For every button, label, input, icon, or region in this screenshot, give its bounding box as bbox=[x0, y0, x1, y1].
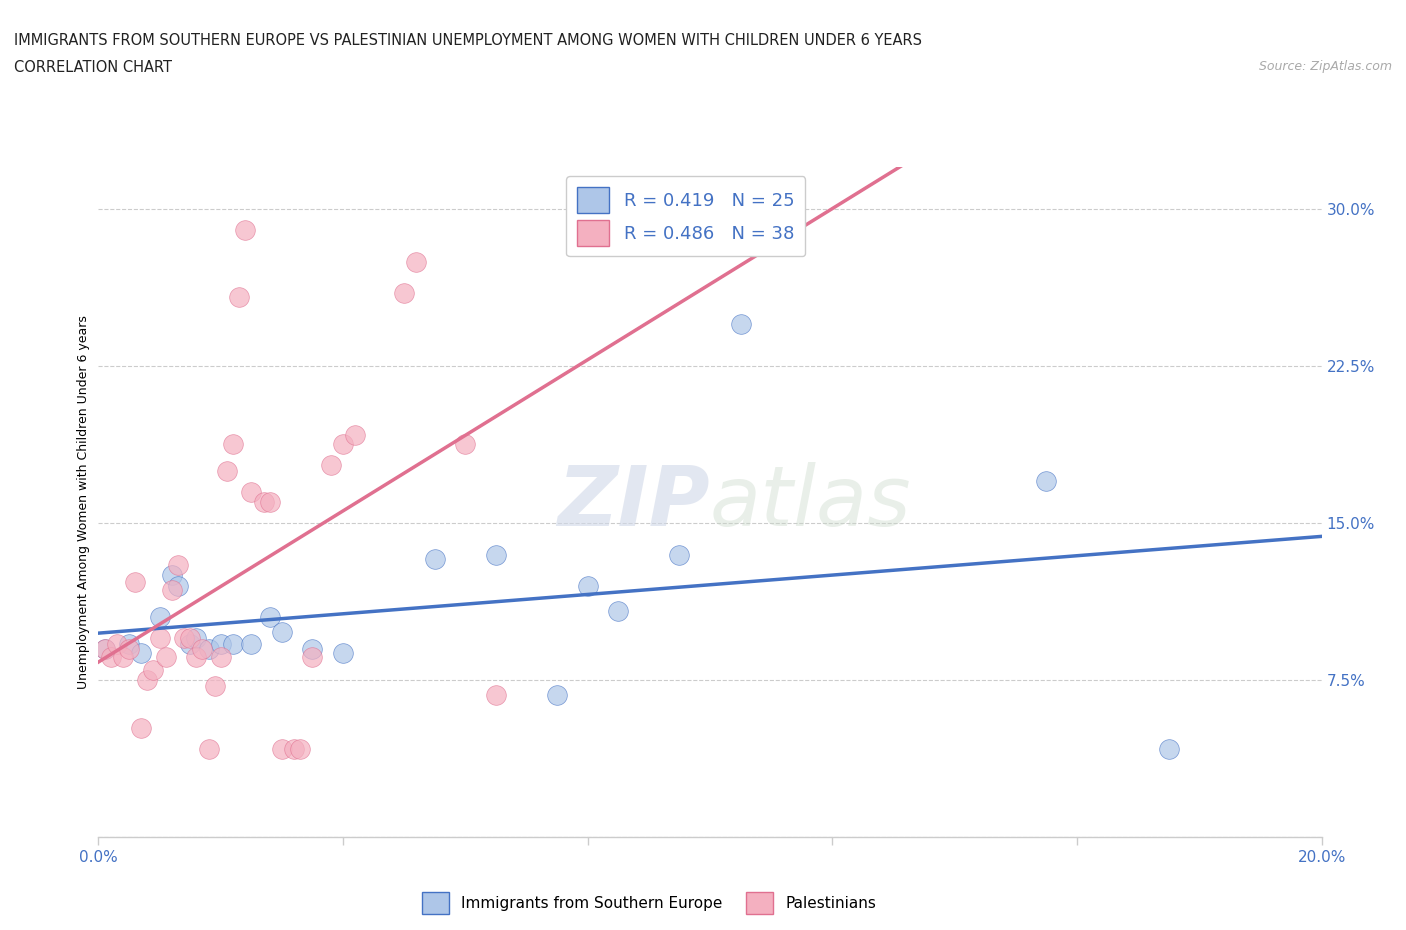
Point bbox=[405, 254, 427, 269]
Point bbox=[332, 645, 354, 660]
Text: Source: ZipAtlas.com: Source: ZipAtlas.com bbox=[1258, 60, 1392, 73]
Legend: Immigrants from Southern Europe, Palestinians: Immigrants from Southern Europe, Palesti… bbox=[412, 884, 886, 923]
Y-axis label: Unemployment Among Women with Children Under 6 years: Unemployment Among Women with Children U… bbox=[77, 315, 90, 689]
Point bbox=[129, 645, 152, 660]
Text: IMMIGRANTS FROM SOUTHERN EUROPE VS PALESTINIAN UNEMPLOYMENT AMONG WOMEN WITH CHI: IMMIGRANTS FROM SOUTHERN EUROPE VS PALES… bbox=[14, 33, 922, 47]
Point bbox=[546, 687, 568, 702]
Point bbox=[136, 672, 159, 687]
Point bbox=[301, 642, 323, 657]
Point bbox=[142, 662, 165, 677]
Point bbox=[111, 650, 134, 665]
Point bbox=[283, 742, 305, 757]
Point bbox=[344, 428, 367, 443]
Point bbox=[191, 642, 214, 657]
Point bbox=[730, 317, 752, 332]
Point bbox=[105, 637, 128, 652]
Point bbox=[423, 551, 446, 566]
Point bbox=[228, 290, 250, 305]
Point bbox=[93, 642, 115, 657]
Text: CORRELATION CHART: CORRELATION CHART bbox=[14, 60, 172, 75]
Point bbox=[118, 642, 141, 657]
Point bbox=[155, 650, 177, 665]
Point bbox=[167, 558, 190, 573]
Point bbox=[222, 436, 245, 451]
Point bbox=[233, 223, 256, 238]
Point bbox=[252, 495, 274, 510]
Point bbox=[454, 436, 477, 451]
Point bbox=[392, 286, 416, 300]
Point bbox=[167, 578, 190, 593]
Point bbox=[240, 637, 263, 652]
Point bbox=[186, 650, 208, 665]
Point bbox=[240, 485, 263, 499]
Point bbox=[149, 631, 172, 645]
Point bbox=[149, 610, 172, 625]
Text: ZIP: ZIP bbox=[557, 461, 710, 543]
Point bbox=[222, 637, 245, 652]
Point bbox=[215, 463, 238, 478]
Point bbox=[1035, 474, 1057, 489]
Point bbox=[668, 547, 690, 562]
Point bbox=[179, 637, 201, 652]
Point bbox=[209, 637, 232, 652]
Point bbox=[290, 742, 312, 757]
Point bbox=[607, 604, 630, 618]
Point bbox=[173, 631, 195, 645]
Point bbox=[160, 568, 183, 583]
Point bbox=[124, 575, 146, 590]
Point bbox=[485, 687, 508, 702]
Point bbox=[259, 610, 281, 625]
Point bbox=[100, 650, 122, 665]
Point bbox=[93, 642, 115, 657]
Point bbox=[179, 631, 201, 645]
Point bbox=[197, 642, 219, 657]
Point bbox=[160, 582, 183, 598]
Point bbox=[118, 637, 141, 652]
Text: atlas: atlas bbox=[710, 461, 911, 543]
Point bbox=[270, 625, 292, 640]
Point bbox=[576, 578, 599, 593]
Point bbox=[259, 495, 281, 510]
Point bbox=[129, 721, 152, 736]
Point bbox=[204, 679, 226, 694]
Point bbox=[301, 650, 323, 665]
Point bbox=[197, 742, 219, 757]
Point bbox=[209, 650, 232, 665]
Point bbox=[186, 631, 208, 645]
Point bbox=[332, 436, 354, 451]
Point bbox=[1157, 742, 1180, 757]
Point bbox=[319, 458, 342, 472]
Point bbox=[485, 547, 508, 562]
Point bbox=[270, 742, 292, 757]
